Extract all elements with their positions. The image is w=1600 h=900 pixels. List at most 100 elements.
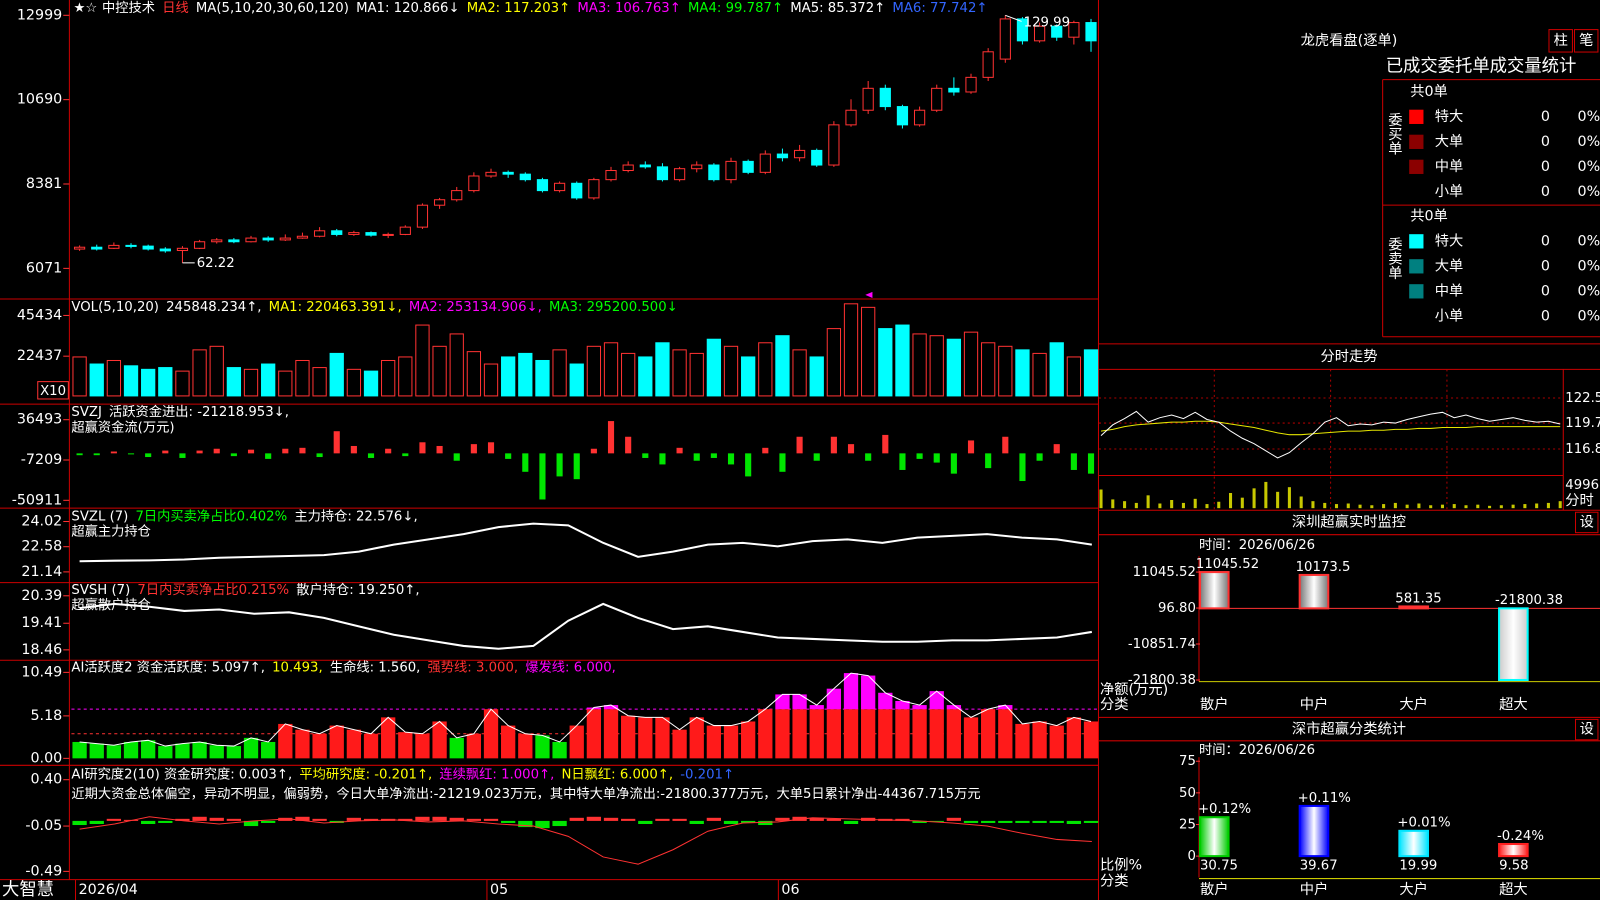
- row-count: 0: [1541, 308, 1550, 324]
- volume-bar: [449, 333, 464, 397]
- button[interactable]: [1575, 511, 1599, 534]
- flow-bar: [727, 453, 735, 465]
- low-label: 62.22: [197, 256, 235, 271]
- volume-bar: [1083, 349, 1099, 397]
- volume-bar: [689, 352, 704, 397]
- button-label[interactable]: 设: [1580, 721, 1594, 738]
- flow-bar: [1036, 453, 1043, 461]
- volume-bar: [638, 356, 653, 397]
- intraday-volume: [1323, 502, 1327, 509]
- volume-bar: [843, 303, 859, 397]
- research-bar: [638, 820, 653, 824]
- volume-bar: [432, 345, 447, 397]
- intraday-volume: [1276, 491, 1280, 509]
- volume-bar: [1066, 356, 1082, 397]
- time-label: 时间：2026/06/26: [1199, 537, 1315, 553]
- volume-bar: [878, 328, 893, 397]
- x-tick-label: 散户: [1200, 881, 1229, 898]
- volume-bar: [809, 356, 824, 397]
- candle-body: [588, 179, 600, 199]
- y-tick-label: 0.40: [30, 772, 62, 788]
- activity-bar-burst: [809, 705, 824, 710]
- volume-bar: [398, 356, 413, 397]
- button[interactable]: [1575, 718, 1599, 741]
- flow-bar: [367, 453, 375, 458]
- candle-body: [725, 160, 737, 181]
- candle-body: [228, 239, 240, 243]
- volume-bar: [1015, 349, 1030, 397]
- flow-bar: [967, 440, 975, 454]
- candle-body: [811, 149, 823, 166]
- intraday-volume: [1334, 504, 1339, 509]
- activity-bar: [106, 745, 122, 759]
- research-bar: [175, 818, 190, 821]
- volume-bar: [775, 335, 790, 397]
- volume-bar: [603, 342, 619, 397]
- activity-bar: [981, 709, 996, 759]
- candle-body: [1033, 25, 1046, 42]
- activity-bar: [535, 735, 550, 759]
- flow-bar: [882, 434, 889, 454]
- activity-bar: [603, 709, 619, 759]
- intraday-volume: [1193, 498, 1197, 509]
- flow-bar: [607, 421, 615, 454]
- volume-bar: [381, 359, 396, 397]
- flow-bar: [710, 453, 717, 458]
- net-bar: [1298, 573, 1330, 610]
- flow-bar: [247, 449, 255, 454]
- volume-bar: [758, 342, 773, 397]
- row-name: 特大: [1435, 108, 1464, 125]
- flow-bar: [1002, 436, 1009, 454]
- research-line: [79, 816, 1092, 865]
- value-label: 581.35: [1395, 591, 1441, 606]
- row-name: 中单: [1435, 282, 1464, 299]
- button-label[interactable]: 柱: [1554, 32, 1568, 49]
- row-count: 0: [1541, 184, 1550, 200]
- candle-body: [142, 245, 154, 250]
- y-tick-label: 10690: [17, 92, 62, 108]
- activity-bar: [295, 729, 310, 759]
- candle-body: [553, 182, 566, 192]
- axis-label: 分类: [1100, 696, 1129, 713]
- research-bar: [963, 820, 979, 823]
- activity-bar: [381, 717, 396, 759]
- candle-body: [999, 18, 1011, 60]
- intraday-volume: [1535, 503, 1539, 509]
- row-pct: 0%: [1578, 134, 1600, 150]
- candle-body: [656, 166, 669, 181]
- intraday-volume: [1393, 502, 1397, 509]
- research-bar: [141, 820, 156, 824]
- star-icon[interactable]: ★☆: [73, 1, 97, 16]
- button-label[interactable]: 设: [1580, 513, 1594, 530]
- button-label[interactable]: 笔: [1579, 32, 1593, 49]
- candle-body: [279, 237, 291, 241]
- intraday-volume: [1146, 495, 1150, 509]
- change-label: +0.12%: [1198, 802, 1251, 817]
- activity-bar: [1015, 723, 1030, 759]
- research-bar: [1083, 820, 1099, 823]
- candle-body: [896, 106, 909, 126]
- activity-bar: [518, 733, 533, 759]
- research-bar: [1066, 820, 1082, 824]
- x-tick-label: 超大: [1499, 696, 1528, 713]
- research-bar: [586, 816, 602, 821]
- time-label: 时间：2026/06/26: [1199, 742, 1315, 758]
- y-tick-label: 22.58: [21, 539, 62, 555]
- candle-body: [965, 76, 977, 93]
- panel-header: SVZL (7) 7日内买卖净占比0.402% 主力持仓: 22.576↓,: [71, 508, 417, 524]
- value-label: 11045.52: [1196, 557, 1259, 572]
- holding-line: [79, 602, 1092, 650]
- candle-body: [296, 235, 309, 239]
- candle-body: [776, 153, 789, 159]
- group-side: 委买单: [1386, 112, 1402, 156]
- y-tick-label: -0.05: [25, 818, 62, 834]
- header-item: AI研究度2(10) 资金研究度: 0.003↑,: [71, 766, 292, 782]
- button[interactable]: [1548, 29, 1573, 53]
- y-tick-label: 116.8: [1565, 442, 1600, 457]
- button[interactable]: [1573, 29, 1599, 53]
- panel-header: SVZJ 活跃资金进出: -21218.953↓,: [71, 404, 289, 420]
- activity-bar: [946, 709, 962, 759]
- research-bar: [518, 820, 533, 828]
- group-total: 共0单: [1410, 83, 1448, 100]
- y-tick-label: -10851.74: [1128, 637, 1196, 652]
